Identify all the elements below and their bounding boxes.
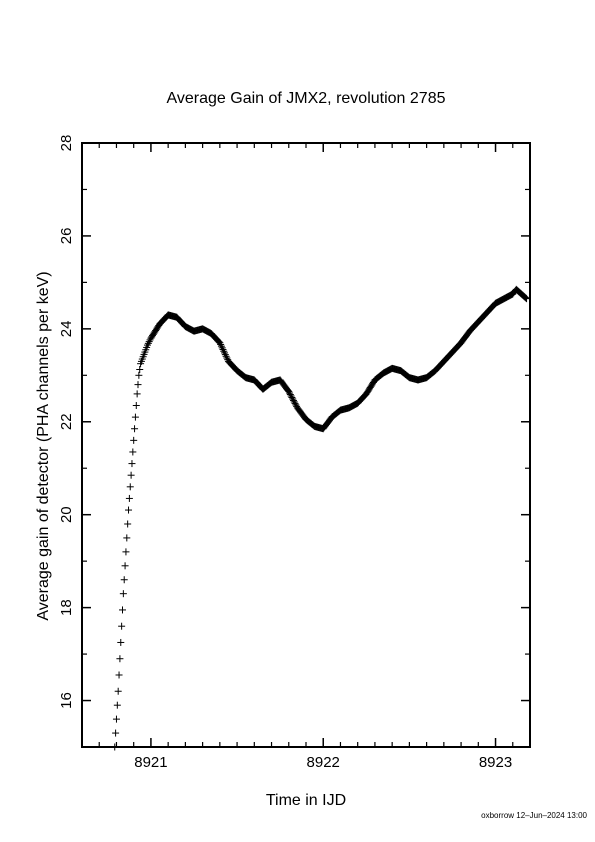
y-tick-label: 22 xyxy=(58,413,75,430)
data-point xyxy=(288,393,296,401)
data-point xyxy=(115,671,123,679)
axis-ticks: 16 18 20 22 24 26 28 8921 8922 8923 xyxy=(58,135,530,771)
data-point xyxy=(125,506,133,514)
data-point xyxy=(145,338,153,346)
x-tick-label: 8922 xyxy=(307,754,340,771)
data-point xyxy=(217,342,225,350)
data-point xyxy=(128,460,136,468)
data-point xyxy=(116,655,124,663)
data-point xyxy=(127,471,135,479)
footer-credit: oxborrow 12–Jun–2024 13:00 xyxy=(481,811,587,820)
data-point xyxy=(289,395,297,403)
data-point xyxy=(121,562,129,570)
x-axis-label: Time in IJD xyxy=(266,792,346,809)
data-point xyxy=(523,295,531,303)
data-point xyxy=(131,425,139,433)
data-point xyxy=(120,576,128,584)
data-point xyxy=(118,622,126,630)
data-point xyxy=(118,606,126,614)
data-point xyxy=(285,388,293,396)
data-point xyxy=(136,366,144,373)
data-point xyxy=(112,729,120,737)
data-point xyxy=(146,336,154,344)
data-point xyxy=(131,413,139,421)
data-point xyxy=(132,402,140,410)
y-tick-label: 24 xyxy=(58,321,75,338)
data-point xyxy=(122,548,130,556)
y-tick-label: 28 xyxy=(58,135,75,152)
data-point xyxy=(119,590,127,598)
data-point xyxy=(124,520,132,528)
data-point xyxy=(134,381,142,389)
data-point xyxy=(112,715,120,723)
data-point xyxy=(223,354,231,362)
y-tick-label: 18 xyxy=(58,599,75,616)
y-tick-label: 20 xyxy=(58,506,75,523)
data-point xyxy=(220,347,228,355)
data-point xyxy=(290,398,298,406)
data-point xyxy=(286,391,294,399)
x-tick-label: 8923 xyxy=(479,754,512,771)
plot-frame xyxy=(81,142,531,748)
data-point xyxy=(292,401,300,409)
data-point xyxy=(144,339,152,347)
data-point xyxy=(135,371,143,379)
data-point xyxy=(123,534,131,542)
x-tick-label: 8921 xyxy=(134,754,167,771)
data-point xyxy=(218,344,226,352)
data-point xyxy=(133,390,141,398)
data-point xyxy=(222,352,230,360)
data-point xyxy=(111,743,119,751)
data-point xyxy=(130,436,138,444)
data-point xyxy=(125,494,133,502)
data-point xyxy=(114,687,122,695)
data-point xyxy=(291,399,299,407)
data-point xyxy=(221,351,229,359)
data-point xyxy=(219,346,227,354)
data-point xyxy=(113,701,121,709)
data-points xyxy=(111,285,531,751)
data-point xyxy=(117,638,125,646)
data-point xyxy=(521,293,529,301)
y-tick-label: 16 xyxy=(58,692,75,709)
data-point xyxy=(143,341,151,349)
data-point xyxy=(287,392,295,400)
data-point xyxy=(216,339,224,347)
y-tick-label: 26 xyxy=(58,228,75,245)
data-point xyxy=(286,389,294,397)
data-point xyxy=(289,396,297,404)
data-point xyxy=(129,448,137,456)
data-point xyxy=(217,340,225,348)
data-point xyxy=(221,349,229,357)
data-point xyxy=(522,294,530,302)
chart-title: Average Gain of JMX2, revolution 2785 xyxy=(167,90,446,107)
y-axis-label: Average gain of detector (PHA channels p… xyxy=(35,271,52,620)
data-point xyxy=(126,483,134,491)
